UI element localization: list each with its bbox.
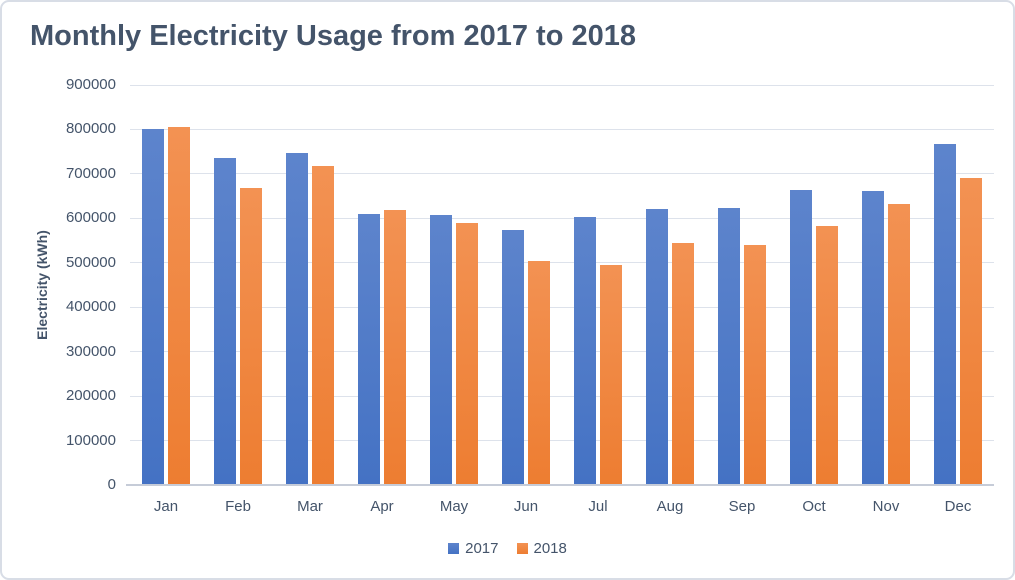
bar-2017-sep bbox=[718, 208, 740, 485]
y-tick-label-100000: 100000 bbox=[65, 431, 116, 449]
legend-item-2017: 2017 bbox=[448, 540, 499, 557]
bar-2017-dec bbox=[934, 143, 956, 485]
bar-2018-oct bbox=[816, 226, 838, 485]
legend: 2017 2018 bbox=[2, 541, 1013, 556]
x-tick-label-may: May bbox=[439, 498, 469, 515]
bar-2017-aug bbox=[646, 208, 668, 485]
bar-2018-jun bbox=[528, 261, 550, 485]
legend-swatch-2018-icon bbox=[516, 543, 528, 554]
x-tick-label-dec: Dec bbox=[944, 498, 972, 515]
x-axis-tick-labels: Jan Feb Mar Apr May Jun Jul Aug Sep Oct Nov Dec bbox=[130, 497, 994, 517]
x-tick-label-apr: Apr bbox=[370, 498, 394, 515]
bar-2017-oct bbox=[790, 189, 812, 485]
gridline-400000 bbox=[130, 306, 994, 308]
x-tick-label-mar: Mar bbox=[297, 498, 323, 515]
gridline-200000 bbox=[130, 395, 994, 397]
x-tick-label-sep: Sep bbox=[728, 498, 756, 515]
legend-label-2017: 2017 bbox=[465, 540, 499, 557]
bar-2018-aug bbox=[672, 243, 694, 485]
bar-2018-mar bbox=[312, 166, 334, 485]
chart-title: Monthly Electricity Usage from 2017 to 2… bbox=[30, 20, 636, 52]
plot-area bbox=[126, 84, 994, 486]
bar-2017-mar bbox=[286, 153, 308, 485]
x-tick-label-feb: Feb bbox=[225, 498, 251, 515]
gridline-800000 bbox=[130, 128, 994, 130]
bar-2017-feb bbox=[214, 158, 236, 485]
x-tick-label-jan: Jan bbox=[153, 498, 179, 515]
bar-2018-jan bbox=[168, 126, 190, 485]
bar-2017-jun bbox=[502, 230, 524, 485]
bar-2017-nov bbox=[862, 190, 884, 485]
y-tick-label-200000: 200000 bbox=[65, 387, 116, 405]
bar-2018-dec bbox=[960, 178, 982, 485]
y-axis-tick-labels: 0 100000 200000 300000 400000 500000 600000 700… bbox=[2, 76, 118, 493]
y-tick-label-300000: 300000 bbox=[65, 342, 116, 360]
y-tick-label-600000: 600000 bbox=[65, 209, 116, 227]
bar-2018-may bbox=[456, 223, 478, 485]
y-tick-label-400000: 400000 bbox=[65, 298, 116, 316]
legend-label-2018: 2018 bbox=[533, 540, 567, 557]
bar-2017-may bbox=[430, 214, 452, 485]
bar-2018-sep bbox=[744, 245, 766, 485]
x-tick-label-nov: Nov bbox=[872, 498, 900, 515]
gridline-600000 bbox=[130, 217, 994, 219]
legend-item-2018: 2018 bbox=[516, 540, 567, 557]
x-tick-label-jun: Jun bbox=[513, 498, 539, 515]
gridline-100000 bbox=[130, 440, 994, 442]
x-tick-label-aug: Aug bbox=[656, 498, 684, 515]
x-tick-label-oct: Oct bbox=[802, 498, 826, 515]
bar-2018-feb bbox=[240, 188, 262, 485]
y-tick-label-800000: 800000 bbox=[65, 120, 116, 138]
y-tick-label-900000: 900000 bbox=[65, 76, 116, 93]
y-tick-label-0: 0 bbox=[107, 476, 116, 493]
x-axis-line bbox=[126, 484, 994, 486]
y-tick-label-700000: 700000 bbox=[65, 164, 116, 182]
bar-2017-jan bbox=[142, 129, 164, 485]
bar-2018-apr bbox=[384, 209, 406, 485]
gridline-300000 bbox=[130, 351, 994, 353]
x-tick-label-jul: Jul bbox=[588, 498, 608, 515]
bar-2017-apr bbox=[358, 214, 380, 485]
y-tick-label-500000: 500000 bbox=[65, 253, 116, 271]
bar-2018-jul bbox=[600, 265, 622, 485]
gridline-900000 bbox=[130, 84, 994, 86]
bar-2018-nov bbox=[888, 204, 910, 485]
legend-swatch-2017-icon bbox=[448, 543, 460, 554]
bar-2017-jul bbox=[574, 217, 596, 485]
gridline-500000 bbox=[130, 262, 994, 264]
gridline-700000 bbox=[130, 173, 994, 175]
